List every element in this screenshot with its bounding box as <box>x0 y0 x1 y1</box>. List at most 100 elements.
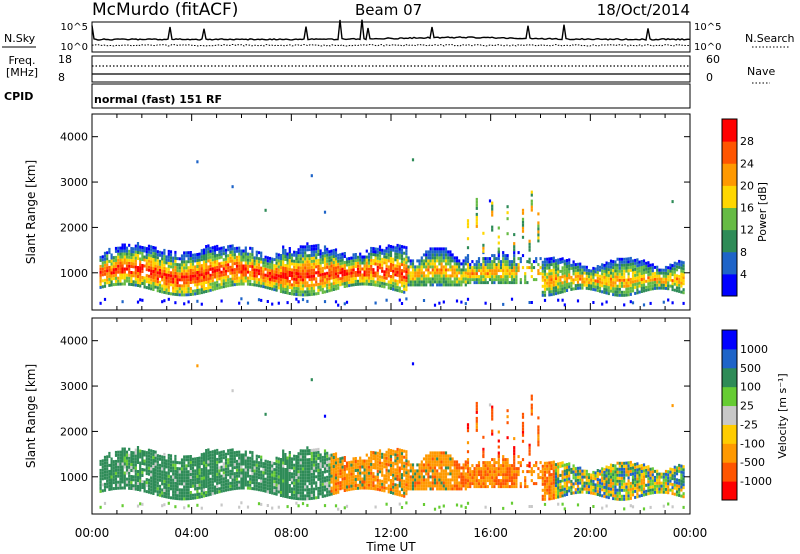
power-cell <box>429 280 432 284</box>
power-cell <box>405 297 408 301</box>
power-cell <box>354 271 357 274</box>
velocity-cell <box>299 494 302 498</box>
velocity-cell <box>174 475 177 479</box>
power-cell <box>161 254 164 258</box>
power-cell <box>563 268 566 272</box>
velocity-cell <box>154 450 157 454</box>
velocity-cell <box>304 461 307 465</box>
power-cell <box>546 263 549 267</box>
power-cell <box>231 247 234 251</box>
power-cell <box>308 245 311 249</box>
velocity-cell <box>255 472 258 476</box>
velocity-cell <box>400 467 404 471</box>
power-cell <box>664 271 668 275</box>
velocity-cell <box>123 462 126 466</box>
power-cell <box>370 264 373 268</box>
power-cell <box>546 275 549 279</box>
power-cell <box>271 257 274 261</box>
power-cell <box>246 264 250 268</box>
velocity-cell <box>238 453 241 457</box>
velocity-cell <box>128 474 131 478</box>
velocity-cell <box>385 480 388 484</box>
velocity-cell <box>394 474 397 478</box>
power-cell <box>548 281 551 285</box>
power-cell <box>601 290 604 294</box>
power-cell <box>440 253 443 257</box>
power-cell <box>286 282 289 286</box>
power-cell <box>510 266 514 270</box>
velocity-cell <box>134 448 137 452</box>
velocity-cell <box>128 468 131 472</box>
power-cell <box>497 281 500 285</box>
power-cell <box>541 293 544 297</box>
velocity-cell <box>231 487 234 491</box>
power-cell <box>337 280 340 284</box>
power-cell <box>675 280 679 284</box>
velocity-cell <box>383 486 386 490</box>
power-cell <box>224 278 228 282</box>
power-cell <box>284 270 287 273</box>
power-colorbar-frame <box>721 118 738 297</box>
velocity-cell <box>108 454 111 458</box>
power-cell <box>191 274 195 278</box>
power-cell <box>607 265 610 269</box>
power-cell <box>119 264 122 268</box>
power-cell <box>255 283 258 287</box>
velocity-cell <box>128 447 131 451</box>
power-cell <box>165 261 168 265</box>
power-cell <box>396 252 399 256</box>
power-cell <box>266 300 269 303</box>
power-cell <box>341 276 344 280</box>
velocity-cell <box>308 464 311 468</box>
power-cell <box>139 298 142 302</box>
velocity-cell <box>185 482 188 486</box>
power-cell <box>543 287 547 291</box>
power-cell <box>370 246 373 250</box>
power-cell <box>207 289 210 293</box>
velocity-cell <box>231 454 234 458</box>
power-cell <box>123 279 126 283</box>
power-cell <box>330 285 333 289</box>
power-cell <box>583 268 586 272</box>
power-cell <box>667 278 670 282</box>
velocity-cell <box>293 487 296 491</box>
power-cell <box>244 279 247 283</box>
power-cell <box>491 207 494 211</box>
power-cell <box>145 286 148 290</box>
velocity-cell <box>264 489 267 493</box>
velocity-cell <box>385 468 388 472</box>
velocity-cell <box>312 475 316 479</box>
power-cell <box>612 284 615 288</box>
power-cell <box>174 253 177 257</box>
velocity-cell <box>147 460 151 464</box>
velocity-cell <box>108 475 111 479</box>
power-cell <box>491 260 494 264</box>
velocity-cell <box>191 469 195 473</box>
velocity-cell <box>407 484 410 488</box>
power-cell <box>251 247 254 251</box>
power-cell <box>411 271 415 275</box>
power-cell <box>255 280 258 284</box>
power-cell <box>202 266 206 270</box>
power-cell <box>425 253 428 257</box>
velocity-cell <box>231 472 234 476</box>
power-cell <box>189 251 192 254</box>
power-cell <box>163 257 166 261</box>
velocity-cell <box>288 451 291 454</box>
velocity-cell <box>262 462 265 466</box>
power-cell <box>440 262 443 266</box>
power-cell <box>634 258 637 262</box>
power-cell <box>568 282 571 286</box>
power-cell <box>385 252 388 256</box>
power-cell <box>493 260 496 264</box>
power-cell <box>506 278 509 282</box>
power-cell <box>359 267 362 271</box>
velocity-cell <box>132 469 135 473</box>
power-cell <box>563 271 566 275</box>
power-cell <box>266 256 269 260</box>
power-cell <box>543 263 547 267</box>
velocity-cell <box>119 468 122 472</box>
velocity-cell <box>277 478 280 482</box>
power-cell <box>114 249 118 253</box>
power-cell <box>513 272 516 276</box>
